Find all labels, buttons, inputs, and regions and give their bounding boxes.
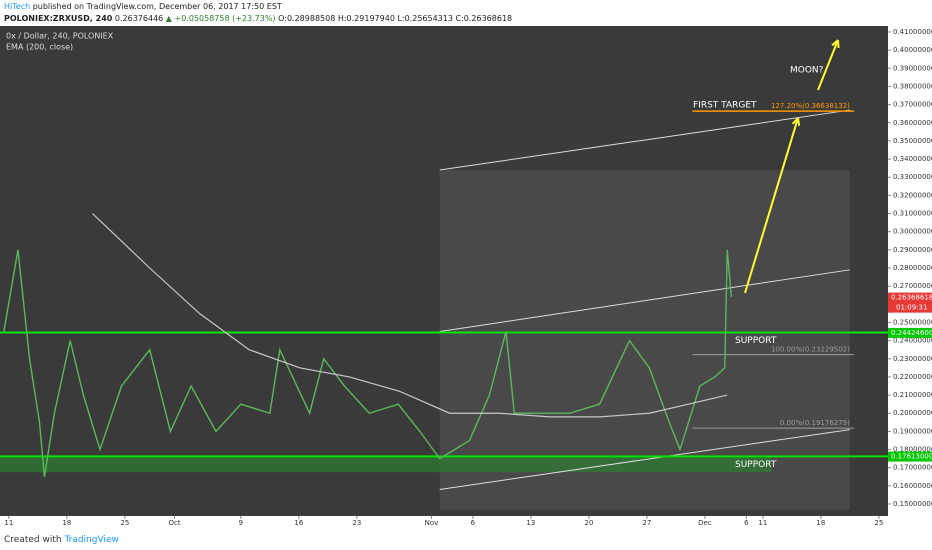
x-tick-label: 27 — [642, 519, 651, 527]
y-tick-label: 0.28000000 — [893, 264, 932, 272]
y-tick-label: 0.41000000 — [893, 28, 932, 36]
support-label: SUPPORT — [735, 460, 777, 470]
y-tick-label: 0.32000000 — [893, 191, 932, 199]
y-tick-label: 0.39000000 — [893, 64, 932, 72]
legend-ema: EMA (200, close) — [6, 43, 73, 52]
author: HiTech — [4, 2, 31, 11]
y-tick-label: 0.22000000 — [893, 373, 932, 381]
x-tick-label: 18 — [62, 519, 71, 527]
x-tick-label: 20 — [584, 519, 593, 527]
channel-upper — [439, 109, 850, 171]
x-tick-label: Dec — [698, 519, 712, 527]
y-tick-label: 0.29000000 — [893, 246, 932, 254]
y-tick-label: 0.27000000 — [893, 282, 932, 290]
annotation: FIRST TARGET — [693, 101, 757, 111]
price-label: 0.24424600 — [891, 329, 932, 337]
symbol: POLONIEX:ZRXUSD, 240 — [4, 14, 113, 23]
header-line: HiTech published on TradingView.com, Dec… — [4, 2, 282, 11]
x-tick-label: 11 — [758, 519, 767, 527]
x-tick-label: 9 — [239, 519, 243, 527]
support-zone — [0, 456, 772, 473]
y-tick-label: 0.30000000 — [893, 228, 932, 236]
x-tick-label: 25 — [874, 519, 883, 527]
last: 0.26376446 — [114, 14, 164, 23]
channel-middle — [439, 269, 850, 333]
footer-text: Created with — [4, 535, 62, 545]
x-tick-label: 11 — [4, 519, 13, 527]
y-tick-label: 0.35000000 — [893, 137, 932, 145]
y-tick-label: 0.20000000 — [893, 409, 932, 417]
price-label-box — [888, 451, 932, 462]
chart: 0x / Dollar, 240, POLONIEX EMA (200, clo… — [0, 26, 932, 550]
fib-label: 100.00%(0.23229502) — [771, 346, 850, 354]
y-tick-label: 0.38000000 — [893, 82, 932, 90]
x-tick-label: Oct — [168, 519, 180, 527]
arrow — [744, 117, 799, 294]
x-tick-label: 18 — [816, 519, 825, 527]
price-label: 0.26368618 — [891, 294, 932, 302]
y-tick-label: 0.23000000 — [893, 355, 932, 363]
y-tick-label: 0.37000000 — [893, 101, 932, 109]
axis-bg — [888, 26, 932, 550]
arrow — [817, 39, 839, 91]
x-tick-label: Nov — [425, 519, 439, 527]
y-tick-label: 0.34000000 — [893, 155, 932, 163]
price-label-box — [888, 327, 932, 338]
symbol-line: POLONIEX:ZRXUSD, 240 0.26376446 ▲ +0.050… — [4, 14, 512, 23]
y-tick-label: 0.33000000 — [893, 173, 932, 181]
y-tick-label: 0.16000000 — [893, 482, 932, 490]
support-label: SUPPORT — [735, 336, 777, 346]
y-tick-label: 0.15000000 — [893, 500, 932, 508]
annotation: MOON? — [790, 66, 824, 76]
plot-bg — [0, 26, 888, 516]
x-tick-label: 25 — [120, 519, 129, 527]
y-tick-label: 0.31000000 — [893, 210, 932, 218]
y-tick-label: 0.18000000 — [893, 446, 932, 454]
x-tick-label: 23 — [352, 519, 361, 527]
arrow-head — [791, 117, 801, 127]
fib-label: 127.20%(0.36638132) — [771, 102, 850, 110]
footer: Created with TradingView — [4, 535, 119, 545]
x-tick-label: 6 — [744, 519, 749, 527]
y-tick-label: 0.17000000 — [893, 464, 932, 472]
legend-title: 0x / Dollar, 240, POLONIEX — [6, 32, 114, 41]
fib-label: 0.00%(0.19176279) — [780, 419, 850, 427]
change: ▲ +0.05058758 (+23.73%) — [165, 14, 276, 23]
y-tick-label: 0.25000000 — [893, 318, 932, 326]
price-label: 0.17613000 — [891, 453, 932, 461]
x-tick-label: 16 — [294, 519, 303, 527]
x-tick-label: 13 — [526, 519, 535, 527]
projection-box — [439, 169, 850, 510]
footer-brand: TradingView — [64, 535, 119, 545]
ema-line — [92, 213, 728, 418]
y-tick-label: 0.36000000 — [893, 119, 932, 127]
arrow-head — [831, 39, 840, 49]
y-tick-label: 0.40000000 — [893, 46, 932, 54]
y-tick-label: 0.19000000 — [893, 427, 932, 435]
price-label-time: 01:09:31 — [896, 304, 927, 312]
x-tick-label: 6 — [471, 519, 476, 527]
published: published on TradingView.com, December 0… — [32, 2, 282, 11]
y-tick-label: 0.24000000 — [893, 337, 932, 345]
ohlc: O:0.28988508 H:0.29197940 L:0.25654313 C… — [278, 14, 513, 23]
price-line — [3, 249, 733, 477]
price-label-box — [888, 292, 932, 313]
y-tick-label: 0.21000000 — [893, 391, 932, 399]
channel-lower — [439, 429, 850, 490]
